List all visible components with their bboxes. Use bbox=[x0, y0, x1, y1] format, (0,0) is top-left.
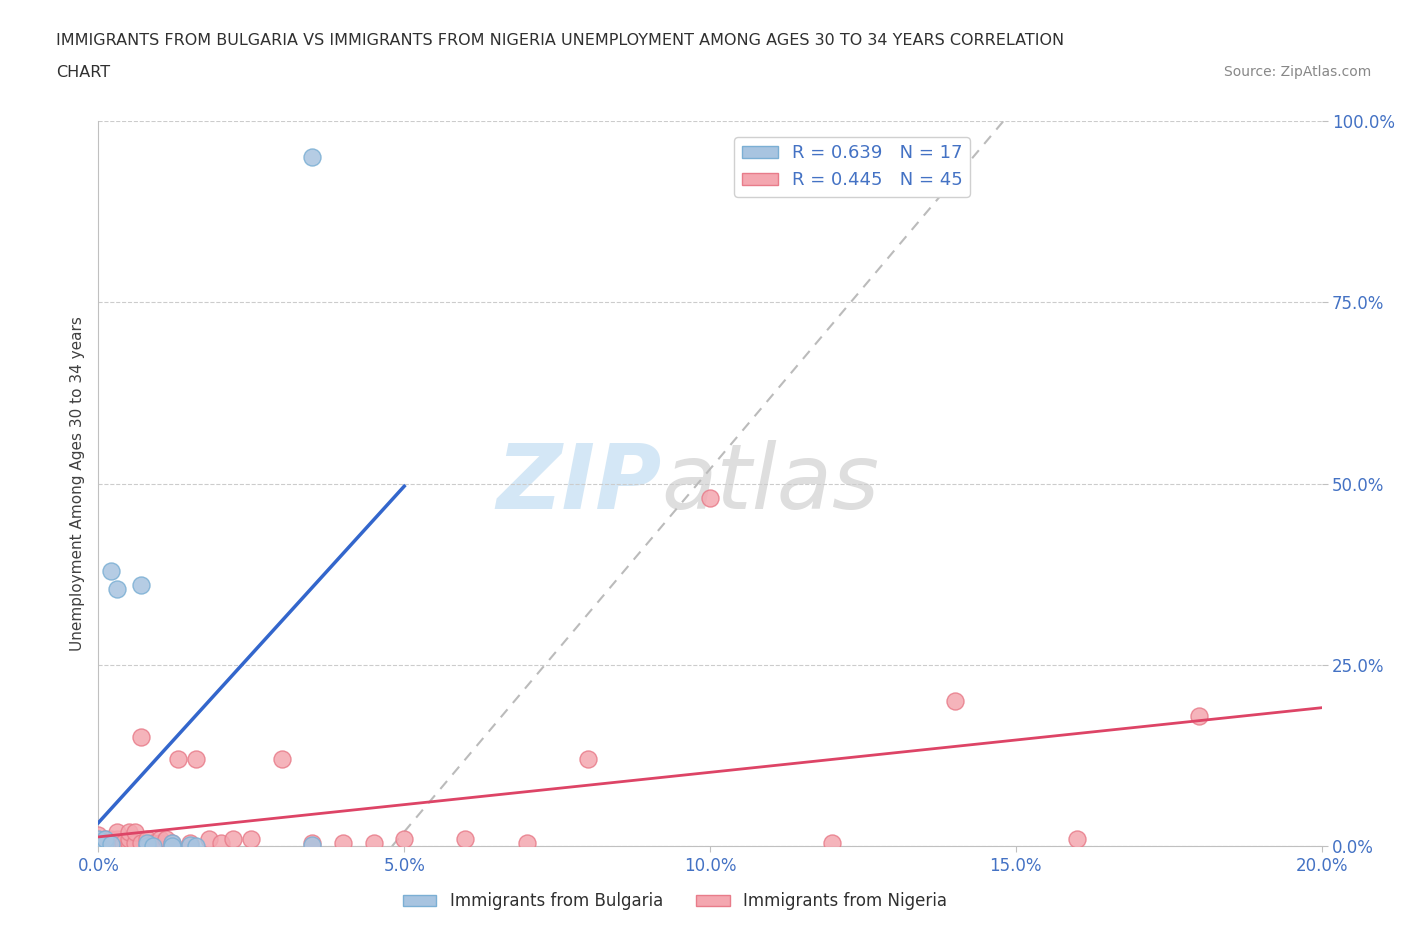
Point bbox=[149, 835, 172, 850]
Point bbox=[186, 838, 208, 853]
Text: IMMIGRANTS FROM BULGARIA VS IMMIGRANTS FROM NIGERIA UNEMPLOYMENT AMONG AGES 30 T: IMMIGRANTS FROM BULGARIA VS IMMIGRANTS F… bbox=[56, 33, 1064, 47]
Point bbox=[270, 751, 292, 766]
Point bbox=[118, 831, 141, 846]
Point bbox=[105, 581, 128, 596]
Point bbox=[105, 831, 128, 846]
Point bbox=[197, 831, 219, 846]
Point bbox=[136, 835, 159, 850]
Point bbox=[129, 578, 152, 592]
Point bbox=[332, 835, 354, 850]
Point bbox=[124, 824, 146, 839]
Point bbox=[1188, 709, 1211, 724]
Point bbox=[93, 835, 115, 850]
Point bbox=[363, 835, 385, 850]
Point bbox=[301, 150, 323, 165]
Point bbox=[301, 835, 323, 850]
Point bbox=[516, 835, 538, 850]
Point bbox=[87, 835, 110, 850]
Point bbox=[100, 837, 122, 852]
Point bbox=[179, 835, 201, 850]
Point bbox=[222, 831, 245, 846]
Point bbox=[160, 839, 183, 854]
Point bbox=[129, 835, 152, 850]
Point bbox=[699, 491, 721, 506]
Text: Source: ZipAtlas.com: Source: ZipAtlas.com bbox=[1223, 65, 1371, 79]
Point bbox=[186, 751, 208, 766]
Point bbox=[87, 831, 110, 846]
Point bbox=[87, 835, 110, 850]
Text: CHART: CHART bbox=[56, 65, 110, 80]
Point bbox=[100, 835, 122, 850]
Point bbox=[111, 835, 134, 850]
Point bbox=[100, 564, 122, 578]
Y-axis label: Unemployment Among Ages 30 to 34 years: Unemployment Among Ages 30 to 34 years bbox=[69, 316, 84, 651]
Text: atlas: atlas bbox=[661, 440, 879, 527]
Point bbox=[105, 824, 128, 839]
Point bbox=[142, 839, 165, 854]
Point bbox=[87, 828, 110, 843]
Legend: R = 0.639   N = 17, R = 0.445   N = 45: R = 0.639 N = 17, R = 0.445 N = 45 bbox=[734, 138, 970, 196]
Point bbox=[124, 835, 146, 850]
Point bbox=[209, 835, 232, 850]
Point bbox=[136, 835, 159, 850]
Point bbox=[1066, 831, 1088, 846]
Point bbox=[155, 831, 177, 846]
Point bbox=[160, 835, 183, 850]
Text: ZIP: ZIP bbox=[496, 440, 661, 527]
Point bbox=[392, 831, 416, 846]
Point bbox=[129, 730, 152, 745]
Point bbox=[93, 835, 115, 850]
Point bbox=[454, 831, 477, 846]
Point bbox=[118, 835, 141, 850]
Point bbox=[118, 824, 141, 839]
Point bbox=[93, 831, 115, 846]
Point bbox=[136, 839, 159, 854]
Point bbox=[167, 751, 190, 766]
Point bbox=[576, 751, 599, 766]
Point bbox=[179, 837, 201, 852]
Point bbox=[943, 694, 966, 709]
Point bbox=[136, 831, 159, 846]
Point bbox=[142, 835, 165, 850]
Point bbox=[149, 831, 172, 846]
Point bbox=[301, 837, 323, 852]
Point bbox=[87, 831, 110, 846]
Point bbox=[160, 835, 183, 850]
Point bbox=[821, 835, 844, 850]
Legend: Immigrants from Bulgaria, Immigrants from Nigeria: Immigrants from Bulgaria, Immigrants fro… bbox=[396, 885, 953, 917]
Point bbox=[93, 831, 115, 846]
Point bbox=[105, 835, 128, 850]
Point bbox=[100, 831, 122, 846]
Point bbox=[240, 831, 263, 846]
